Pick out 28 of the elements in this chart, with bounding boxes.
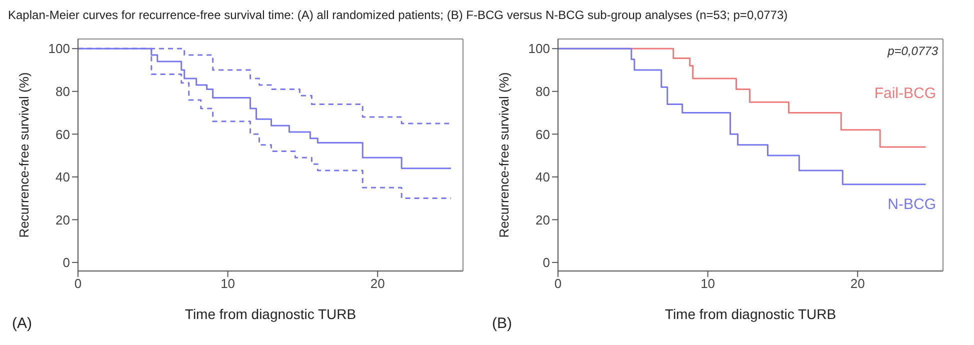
- text: (B): [492, 315, 512, 332]
- annotation: p=0,0773: [888, 44, 938, 58]
- x-tick-label: 0: [74, 276, 82, 292]
- x-tick-label: 0: [554, 276, 562, 292]
- y-tick-label: 60: [56, 126, 70, 142]
- series-label: Fail-BCG: [874, 84, 936, 102]
- y-tick-label: 0: [542, 255, 550, 270]
- x-tick-label: 10: [700, 276, 716, 292]
- chart-title: Kaplan-Meier curves for recurrence-free survival time: (A) all randomized patients; (B) F-BCG versus N-BCG sub-group analyses (n=53; p=0,0773): [8, 8, 789, 22]
- x-tick-label: 20: [850, 276, 865, 292]
- text: (A): [12, 315, 32, 332]
- y-tick-label: 0: [62, 255, 70, 270]
- x-axis-title: Time from diagnostic TURB: [184, 306, 356, 322]
- y-tick-label: 80: [536, 84, 550, 99]
- y-tick-label: 100: [48, 41, 70, 56]
- y-axis-title: Recurrence-free survival (%): [496, 72, 512, 238]
- x-tick-label: 20: [370, 276, 385, 292]
- series-label: N-BCG: [888, 196, 936, 214]
- y-tick-label: 20: [56, 212, 70, 228]
- y-tick-label: 20: [536, 212, 550, 228]
- x-axis-title: Time from diagnostic TURB: [664, 306, 836, 322]
- y-tick-label: 40: [536, 170, 550, 185]
- y-tick-label: 40: [56, 170, 70, 185]
- x-tick-label: 10: [220, 276, 236, 292]
- y-axis-title: Recurrence-free survival (%): [16, 72, 32, 238]
- y-tick-label: 80: [56, 84, 70, 99]
- y-tick-label: 60: [536, 126, 550, 142]
- y-tick-label: 100: [528, 41, 550, 56]
